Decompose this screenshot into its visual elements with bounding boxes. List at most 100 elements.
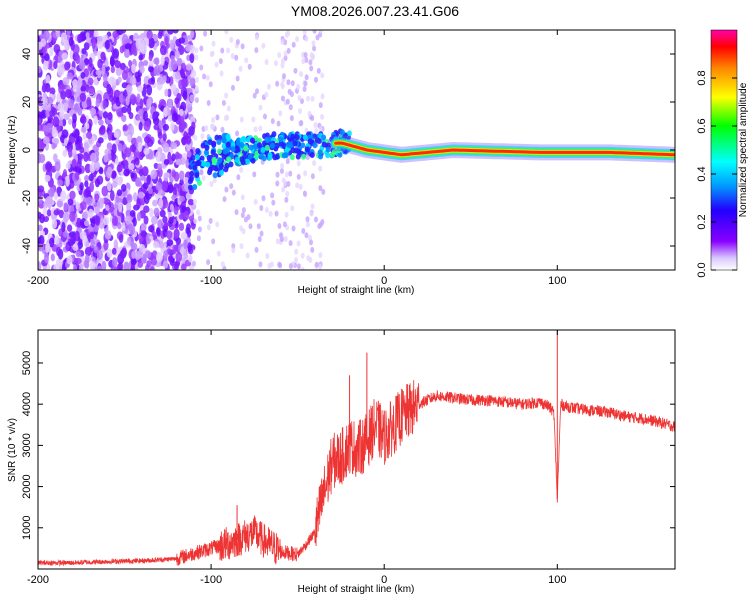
spectrogram-signal-cell — [247, 153, 253, 160]
spectrogram-faint-cell — [275, 180, 280, 187]
spectrogram-faint-cell — [240, 194, 245, 201]
spectrogram-faint-cell — [320, 113, 325, 120]
spectrogram-noise-cell — [65, 175, 70, 187]
spectrogram-signal-cell — [336, 147, 342, 154]
spectrogram-faint-cell — [261, 42, 266, 49]
spectrogram-faint-cell — [220, 261, 225, 268]
spectrogram-signal-cell — [195, 147, 201, 154]
spectrogram-noise-cell — [159, 209, 166, 218]
spectrogram-noise-cell — [40, 38, 47, 47]
spectrogram-faint-cell — [202, 73, 207, 80]
spectrogram-faint-cell — [289, 91, 294, 98]
spectrogram-noise-cell — [93, 30, 99, 37]
spectrogram-signal-cell — [216, 139, 222, 146]
spectrogram-faint-cell — [301, 58, 306, 65]
spectrogram-faint-cell — [282, 221, 287, 228]
spectrogram-noise-cell — [129, 209, 136, 217]
spectrogram-noise-cell — [82, 131, 87, 141]
spectrogram-faint-cell — [286, 180, 291, 187]
spectrogram-noise-cell — [138, 108, 144, 117]
spectrogram-faint-cell — [295, 182, 300, 189]
spectrogram-noise-cell — [143, 215, 149, 225]
spectrogram-noise-cell — [106, 166, 113, 177]
spectrogram-faint-cell — [219, 70, 224, 77]
spectrogram-signal-cell — [245, 158, 251, 165]
spectrogram-faint-cell — [304, 35, 309, 42]
spectrogram-noise-cell — [62, 118, 67, 127]
spectrogram-noise-cell — [83, 151, 89, 163]
spectrogram-noise-cell — [63, 137, 69, 147]
spectrogram-noise-cell — [45, 161, 53, 172]
spectrogram-noise-cell — [148, 37, 155, 49]
spectrogram-noise-cell — [59, 110, 65, 118]
spectrogram-faint-cell — [216, 250, 221, 257]
spectrogram-faint-cell — [289, 115, 294, 122]
spectrogram-noise-cell — [45, 122, 53, 133]
spectrogram-noise-cell — [131, 63, 137, 74]
spectrogram-noise-cell — [117, 143, 123, 152]
spectrogram-noise-cell — [124, 215, 132, 225]
spectrogram-noise-cell — [123, 168, 130, 177]
spectrogram-noise-cell — [65, 244, 70, 251]
spectrogram-noise-cell — [162, 75, 167, 83]
spectrogram-faint-cell — [224, 30, 229, 35]
spectrogram-signal-cell — [241, 135, 247, 142]
spectrogram-signal-cell — [207, 139, 213, 146]
spectrogram-noise-cell — [137, 191, 145, 199]
spectrogram-noise-cell — [119, 62, 126, 71]
spectrogram-faint-cell — [286, 47, 291, 54]
spectrogram-noise-cell — [75, 54, 81, 65]
spectrogram-faint-cell — [310, 95, 315, 102]
spectrogram-faint-cell — [231, 247, 236, 254]
spectrogram-signal-cell — [226, 156, 232, 163]
spectrogram-noise-cell — [166, 239, 174, 246]
spectrogram-faint-cell — [193, 198, 198, 205]
spectrogram-noise-cell — [168, 216, 174, 225]
spectrogram-noise-cell — [69, 211, 76, 223]
spectrogram-noise-cell — [135, 75, 142, 83]
spectrogram-signal-cell — [236, 137, 242, 144]
spectrogram-noise-cell — [155, 151, 161, 162]
spectrogram-noise-cell — [176, 57, 183, 67]
spectrogram-noise-cell — [38, 105, 42, 112]
spectrogram-faint-cell — [304, 74, 309, 81]
colorbar-axes: 0.0 0.2 0.4 0.6 0.8 — [696, 70, 737, 278]
spectrogram-noise-cell — [52, 116, 60, 128]
spectrogram-noise-cell — [91, 38, 96, 49]
spectrogram-signal-cell — [228, 161, 234, 168]
spectrogram-faint-cell — [288, 170, 293, 177]
spectrogram-faint-cell — [268, 210, 273, 217]
spectrogram-noise-cell — [51, 142, 56, 150]
spectrogram-faint-cell — [310, 203, 315, 210]
spectrogram-noise-cell — [123, 261, 130, 270]
spectrogram-noise-cell — [155, 251, 163, 263]
spectrogram-noise-cell — [170, 59, 178, 71]
spectrogram-faint-cell — [211, 116, 216, 123]
spectrogram-noise-cell — [102, 111, 109, 119]
spectrogram-noise-cell — [142, 166, 149, 177]
spectrogram-noise-cell — [142, 60, 149, 67]
spectrogram-noise-cell — [94, 193, 100, 201]
spectrogram-noise-cell — [167, 254, 174, 263]
spectrogram-faint-cell — [300, 252, 305, 259]
spectrogram-noise-cell — [75, 251, 82, 258]
spectrogram-noise-cell — [111, 143, 117, 155]
spectrogram-signal-cell — [230, 146, 236, 153]
spectrogram-noise-cell — [78, 140, 83, 150]
spectrogram-signal-cell — [305, 146, 311, 153]
spectrogram-faint-cell — [280, 163, 285, 170]
spectrogram-noise-cell — [64, 61, 71, 71]
spectrogram-noise-cell — [104, 59, 109, 68]
spectrogram-noise-cell — [45, 74, 51, 85]
spectrogram-faint-cell — [239, 166, 244, 173]
spectrogram-noise-cell — [158, 198, 164, 209]
spectrogram-noise-cell — [88, 86, 95, 95]
spectrogram-noise-cell — [155, 181, 163, 191]
spectrogram-faint-cell — [278, 262, 283, 269]
spectrogram-noise-cell — [119, 249, 127, 260]
spectrogram-faint-cell — [199, 45, 204, 52]
spectrogram-noise-cell — [103, 240, 109, 251]
spectrogram-noise-cell — [134, 250, 141, 261]
spectrogram-noise-cell — [182, 90, 188, 101]
spectrogram-noise-cell — [42, 206, 48, 217]
